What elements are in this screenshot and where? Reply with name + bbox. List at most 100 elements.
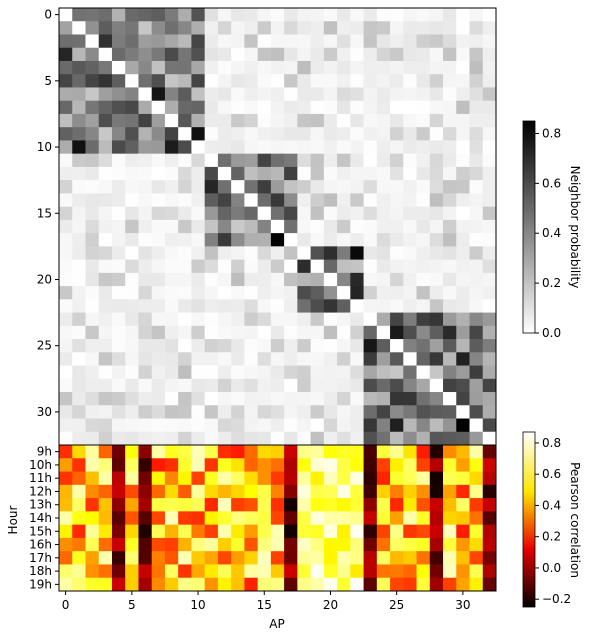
correlation-cell — [270, 524, 285, 539]
matrix-cell — [111, 34, 126, 49]
matrix-cell — [244, 100, 259, 115]
matrix-cell — [350, 286, 364, 300]
matrix-cell — [323, 193, 338, 208]
correlation-cell — [59, 537, 73, 552]
matrix-cell — [337, 392, 351, 406]
matrix-cell — [416, 60, 431, 75]
matrix-cell — [204, 405, 219, 419]
matrix-cell — [337, 312, 351, 327]
matrix-cell — [390, 272, 404, 287]
matrix-cell — [350, 431, 364, 446]
matrix-cell — [164, 339, 179, 353]
matrix-cell — [323, 286, 338, 300]
colorbar-tick-label: 0.2 — [542, 530, 561, 544]
matrix-cell — [363, 378, 378, 393]
matrix-cell — [72, 87, 86, 102]
matrix-cell — [59, 418, 73, 433]
matrix-cell — [284, 365, 298, 380]
correlation-cell — [191, 458, 206, 472]
matrix-cell — [363, 113, 378, 128]
matrix-cell — [217, 47, 232, 62]
matrix-cell — [284, 259, 298, 274]
y-tick-label: 20 — [37, 272, 52, 286]
correlation-cell — [270, 564, 285, 579]
matrix-cell — [72, 193, 86, 208]
matrix-cell — [178, 286, 192, 300]
matrix-cell — [350, 405, 364, 419]
matrix-cell — [469, 405, 484, 419]
matrix-cell — [323, 113, 338, 128]
correlation-cell — [297, 537, 311, 552]
colorbar-tick-label: 0.6 — [542, 176, 561, 190]
matrix-cell — [257, 418, 272, 433]
matrix-cell — [98, 339, 113, 353]
matrix-cell — [337, 21, 351, 35]
matrix-cell — [85, 405, 100, 419]
matrix-cell — [231, 431, 245, 446]
matrix-cell — [72, 127, 86, 141]
correlation-cell — [323, 537, 338, 552]
matrix-cell — [191, 180, 206, 194]
matrix-cell — [151, 405, 166, 419]
correlation-cell — [363, 551, 378, 565]
matrix-cell — [244, 365, 259, 380]
matrix-cell — [403, 127, 417, 141]
correlation-cell — [390, 498, 404, 512]
correlation-cell — [85, 484, 100, 499]
matrix-cell — [231, 140, 245, 155]
matrix-cell — [270, 431, 285, 446]
matrix-cell — [98, 299, 113, 313]
matrix-cell — [456, 100, 470, 115]
correlation-cell — [390, 458, 404, 472]
matrix-cell — [337, 325, 351, 340]
matrix-cell — [482, 180, 497, 194]
matrix-cell — [191, 325, 206, 340]
matrix-cell — [363, 339, 378, 353]
matrix-cell — [98, 113, 113, 128]
matrix-cell — [297, 352, 311, 366]
matrix-cell — [429, 286, 444, 300]
matrix-cell — [376, 180, 391, 194]
matrix-cell — [217, 193, 232, 208]
matrix-cell — [125, 74, 139, 88]
matrix-cell — [403, 34, 417, 49]
matrix-cell — [125, 365, 139, 380]
correlation-cell — [350, 551, 364, 565]
matrix-cell — [270, 206, 285, 221]
matrix-cell — [59, 392, 73, 406]
matrix-cell — [284, 392, 298, 406]
correlation-cell — [323, 498, 338, 512]
matrix-cell — [337, 127, 351, 141]
matrix-cell — [98, 219, 113, 234]
hour-tick-label: 9h — [37, 445, 52, 459]
matrix-cell — [85, 325, 100, 340]
matrix-cell — [125, 87, 139, 102]
matrix-cell — [98, 21, 113, 35]
matrix-cell — [390, 246, 404, 260]
matrix-cell — [350, 378, 364, 393]
matrix-cell — [323, 365, 338, 380]
matrix-cell — [297, 431, 311, 446]
matrix-cell — [376, 140, 391, 155]
correlation-cell — [363, 537, 378, 552]
matrix-cell — [323, 153, 338, 168]
matrix-cell — [111, 153, 126, 168]
matrix-cell — [59, 8, 73, 22]
matrix-cell — [469, 206, 484, 221]
correlation-cell — [257, 551, 272, 565]
correlation-colorbar-label: Pearson correlation — [568, 462, 582, 578]
correlation-cell — [138, 537, 153, 552]
matrix-cell — [376, 153, 391, 168]
correlation-cell — [138, 445, 153, 459]
hour-tick-label: 12h — [29, 484, 52, 498]
matrix-cell — [270, 47, 285, 62]
correlation-cell — [72, 524, 86, 539]
matrix-cell — [178, 87, 192, 102]
matrix-cell — [403, 206, 417, 221]
matrix-cell — [456, 87, 470, 102]
correlation-cell — [204, 484, 219, 499]
matrix-cell — [443, 193, 457, 208]
matrix-cell — [323, 47, 338, 62]
matrix-cell — [297, 166, 311, 181]
